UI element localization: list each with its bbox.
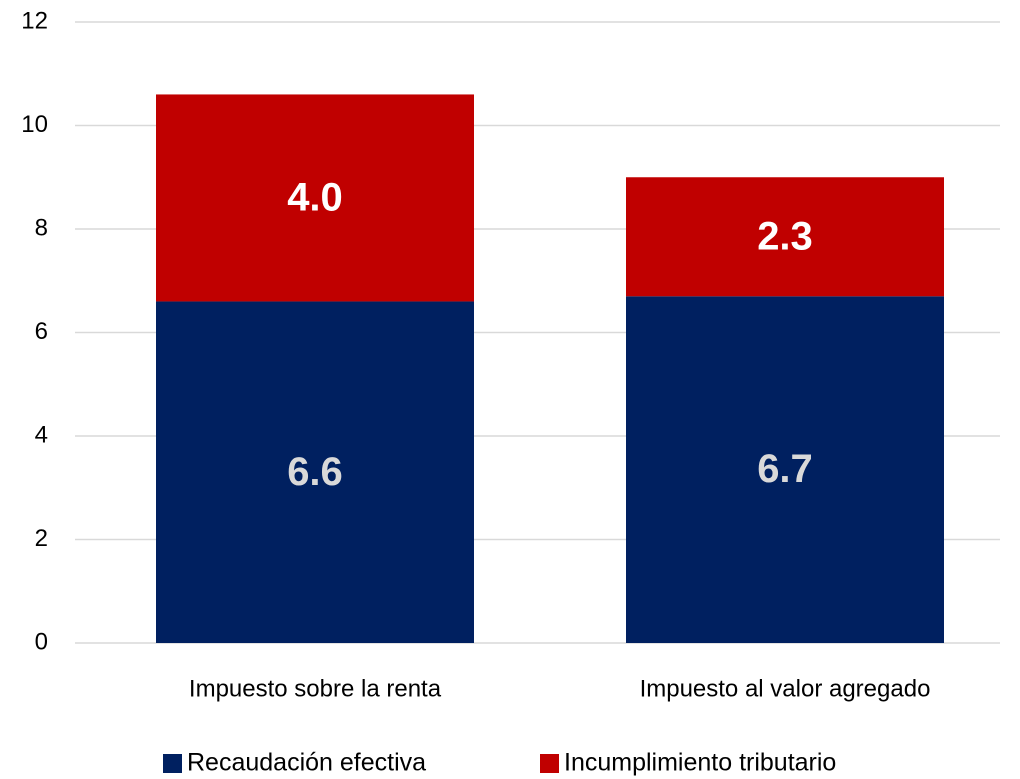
data-label: 2.3: [757, 214, 813, 258]
legend-label: Recaudación efectiva: [187, 749, 426, 777]
y-tick-label: 0: [35, 628, 48, 655]
bar-segment: [626, 296, 944, 643]
y-tick-label: 10: [21, 111, 48, 138]
y-tick-label: 6: [35, 318, 48, 345]
x-tick-label: Impuesto al valor agregado: [640, 675, 931, 702]
bar-segment: [156, 301, 474, 643]
bar-segment: [156, 94, 474, 302]
data-label: 4.0: [287, 176, 343, 220]
y-tick-label: 2: [35, 525, 48, 552]
y-tick-label: 4: [35, 421, 48, 448]
y-tick-label: 12: [21, 7, 48, 34]
legend-swatch: [540, 754, 559, 773]
data-label: 6.6: [287, 450, 343, 494]
data-label: 6.7: [757, 447, 813, 491]
y-tick-label: 8: [35, 214, 48, 241]
x-tick-label: Impuesto sobre la renta: [189, 675, 442, 702]
legend-label: Incumplimiento tributario: [564, 749, 836, 777]
bar-segment: [626, 177, 944, 297]
legend-swatch: [163, 754, 182, 773]
